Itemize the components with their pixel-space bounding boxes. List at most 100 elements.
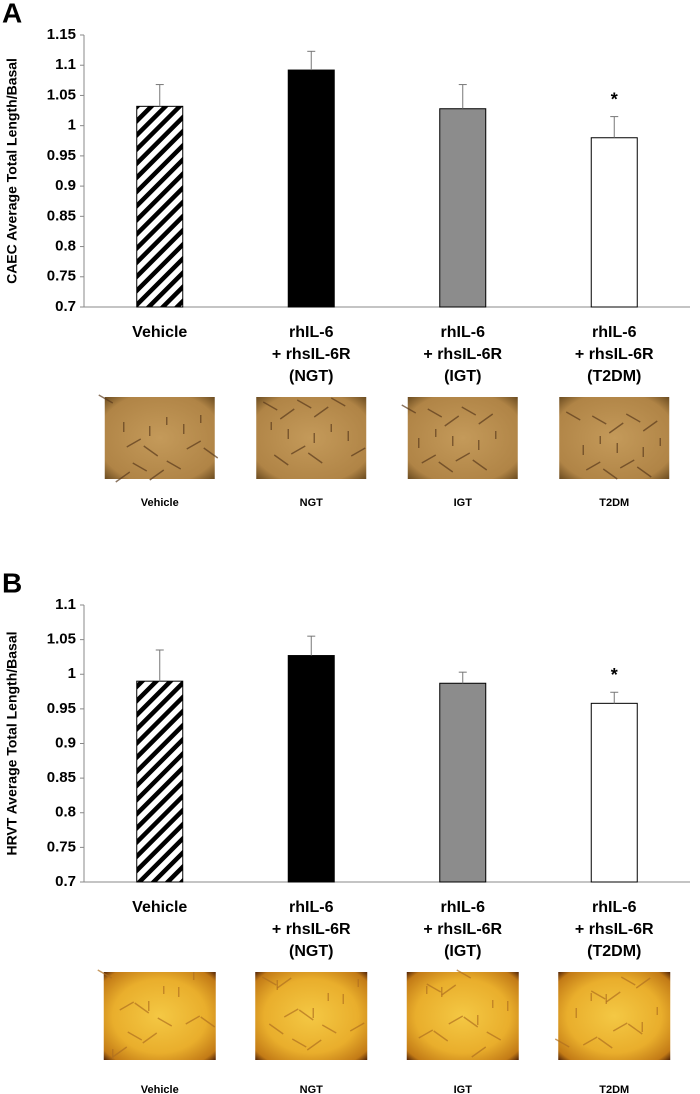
vessel xyxy=(298,1009,314,1021)
vessel xyxy=(290,445,306,455)
micrograph-image xyxy=(103,972,216,1060)
vessel xyxy=(321,1024,337,1034)
vessel xyxy=(635,977,651,989)
vessel xyxy=(126,438,142,448)
vessel xyxy=(433,1030,449,1042)
y-tick-label: 1.1 xyxy=(55,596,76,613)
vessel xyxy=(350,447,366,457)
vessel xyxy=(157,1017,173,1027)
micrograph xyxy=(98,394,219,483)
vessel xyxy=(330,397,346,407)
vessel xyxy=(166,460,182,470)
vessel xyxy=(565,411,581,421)
micrograph xyxy=(256,397,367,479)
panel-letter: A xyxy=(2,0,22,28)
y-axis-label: CAEC Average Total Length/Basal xyxy=(4,58,20,284)
x-tick-label: rhIL-6 xyxy=(289,324,334,341)
bar xyxy=(287,655,335,883)
x-tick-label: + rhsIL-6R xyxy=(272,921,351,938)
y-tick-label: 0.85 xyxy=(47,207,76,224)
error-bar xyxy=(458,671,467,684)
y-tick-label: 0.75 xyxy=(47,268,76,285)
vessel xyxy=(625,413,641,423)
y-tick-label: 1 xyxy=(68,117,76,134)
vessel xyxy=(97,969,113,979)
vessel xyxy=(582,1036,598,1046)
x-tick-label: Vehicle xyxy=(132,899,187,916)
vessel xyxy=(127,1031,143,1041)
vessel xyxy=(418,1029,434,1039)
bar xyxy=(439,108,487,308)
vessel xyxy=(636,466,652,478)
significance-mark: * xyxy=(611,89,618,109)
vessel xyxy=(448,1015,464,1025)
bar xyxy=(590,702,638,883)
vessel xyxy=(591,415,607,425)
x-tick-label: rhIL-6 xyxy=(592,899,637,916)
vessel xyxy=(185,1015,201,1025)
micrograph xyxy=(401,397,518,479)
bar xyxy=(136,105,184,308)
bar xyxy=(136,680,184,883)
error-bar xyxy=(155,649,164,682)
bar xyxy=(287,69,335,308)
micrograph-image xyxy=(558,972,671,1060)
micrograph-image xyxy=(559,397,670,479)
significance-mark: * xyxy=(611,665,618,685)
vessel xyxy=(456,969,472,979)
vessel xyxy=(349,1022,365,1032)
y-tick-label: 0.7 xyxy=(55,298,76,315)
x-tick-label: (T2DM) xyxy=(587,368,641,385)
bar xyxy=(439,682,487,883)
micrograph xyxy=(559,397,670,480)
vessel xyxy=(471,1046,487,1058)
x-tick-label: + rhsIL-6R xyxy=(423,921,502,938)
vessel xyxy=(438,461,454,473)
vessel xyxy=(186,440,202,450)
image-caption: T2DM xyxy=(599,1084,629,1094)
vessel xyxy=(455,452,471,462)
image-caption: Vehicle xyxy=(141,1084,179,1094)
y-tick-label: 1 xyxy=(68,665,76,682)
vessel xyxy=(427,408,443,418)
x-tick-label: Vehicle xyxy=(132,324,187,341)
image-caption: NGT xyxy=(300,1084,324,1094)
vessel xyxy=(273,454,289,466)
vessel xyxy=(261,976,277,986)
y-axis-label: HRVT Average Total Length/Basal xyxy=(4,631,20,855)
vessel xyxy=(605,991,621,1003)
vessel xyxy=(441,984,457,996)
vessel xyxy=(401,404,417,414)
vessel xyxy=(268,1023,284,1035)
vessel xyxy=(472,459,488,471)
micrograph-image xyxy=(256,397,367,479)
vessel xyxy=(262,401,278,411)
vessel xyxy=(486,1031,502,1041)
x-tick-label: (IGT) xyxy=(444,368,481,385)
panel-letter: B xyxy=(2,567,22,598)
vessel xyxy=(307,452,323,464)
y-tick-label: 1.05 xyxy=(47,631,76,648)
vessel xyxy=(627,1023,643,1035)
vessel xyxy=(306,1039,322,1051)
vessel xyxy=(421,454,437,464)
vessel xyxy=(296,399,312,409)
vessel xyxy=(115,471,131,483)
vessel xyxy=(119,1001,135,1011)
micrograph-image xyxy=(255,972,368,1060)
vessel xyxy=(276,977,292,989)
vessel xyxy=(98,394,114,404)
vessel xyxy=(279,408,295,420)
vessel xyxy=(612,1022,628,1032)
y-tick-label: 0.95 xyxy=(47,700,76,717)
micrograph-image xyxy=(407,397,518,479)
vessel xyxy=(132,462,148,472)
vessel xyxy=(619,459,635,469)
vessel xyxy=(608,422,624,434)
x-tick-label: + rhsIL-6R xyxy=(272,346,351,363)
vessel xyxy=(602,468,618,480)
vessel xyxy=(585,461,601,471)
image-caption: NGT xyxy=(300,497,324,509)
x-tick-label: + rhsIL-6R xyxy=(575,921,654,938)
